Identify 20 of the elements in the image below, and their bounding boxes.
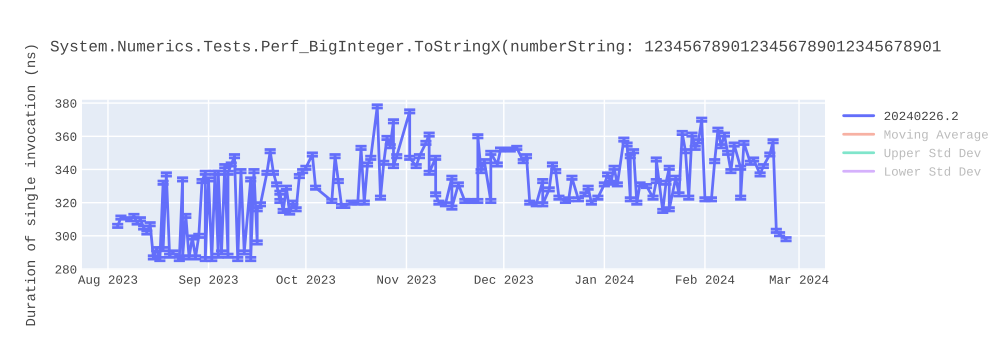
x-tick-label: Aug 2023 xyxy=(78,275,138,286)
x-tick-label: Feb 2024 xyxy=(676,274,734,284)
legend-label: Lower Std Dev xyxy=(885,166,981,176)
x-tick-label: Sep 2023 xyxy=(179,275,238,286)
x-tick-label: Nov 2023 xyxy=(377,275,436,284)
x-tick-label: Oct 2023 xyxy=(276,275,336,284)
y-tick-label: 280 xyxy=(56,265,76,274)
chart-title: System.Numerics.Tests.Perf_BigInteger.ToStringX(numberString: 1234567890123456789012345678901 xyxy=(50,40,941,55)
y-tick-label: 300 xyxy=(55,232,76,240)
y-axis-title: Duration of single invocation (ns) xyxy=(25,45,38,326)
legend-label: Moving Average xyxy=(884,130,988,142)
y-tick-label: 360 xyxy=(55,132,76,141)
y-tick-label: 380 xyxy=(55,99,76,108)
y-tick-label: 320 xyxy=(55,198,76,208)
x-tick-label: Mar 2024 xyxy=(770,275,828,284)
x-tick-label: Dec 2023 xyxy=(474,275,533,284)
legend-label: 20240226.2 xyxy=(884,112,958,120)
y-tick-label: 340 xyxy=(55,166,76,174)
legend-label: Upper Std Dev xyxy=(884,148,981,160)
x-tick-label: Jan 2024 xyxy=(575,275,634,284)
